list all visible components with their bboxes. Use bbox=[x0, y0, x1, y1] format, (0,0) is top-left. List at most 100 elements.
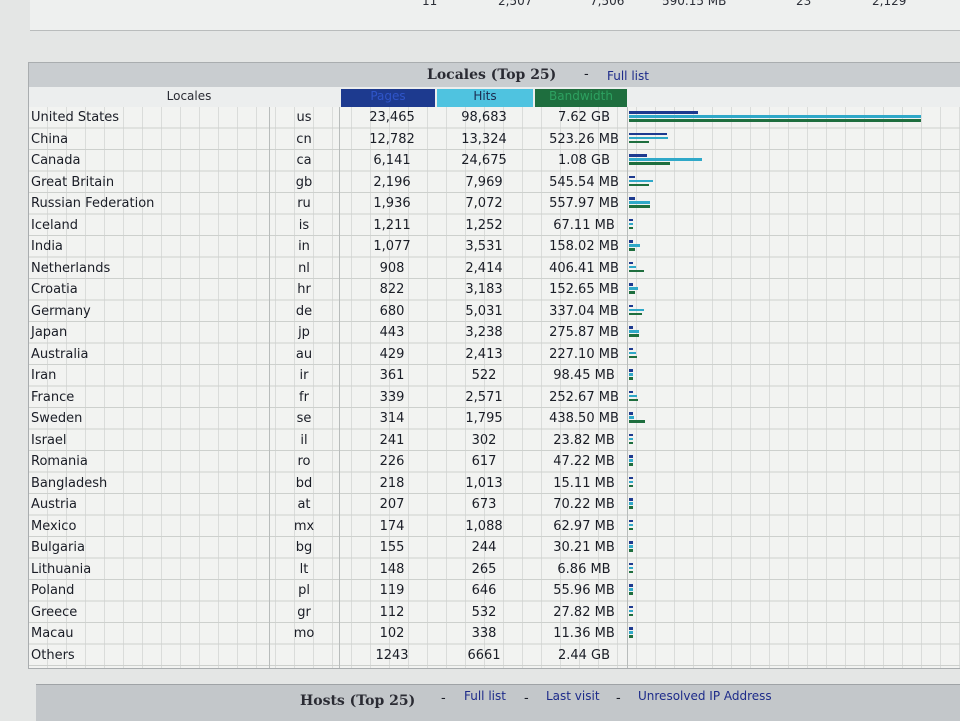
pages-bar bbox=[629, 154, 648, 157]
pages-bar bbox=[629, 175, 636, 179]
cell-locale: Japan bbox=[31, 325, 68, 340]
cell-pages: 155 bbox=[379, 540, 405, 555]
pages-bar bbox=[629, 240, 633, 243]
cell-locale: Mexico bbox=[31, 518, 77, 534]
locales-header-row: Locales Pages Hits Bandwidth bbox=[29, 87, 960, 107]
hits-bar bbox=[629, 287, 639, 290]
hosts-unresolved-ip-link[interactable]: Unresolved IP Address bbox=[638, 689, 772, 703]
header-pages: Pages bbox=[341, 89, 435, 107]
table-row: France fr 339 2,571 252.67 MB bbox=[29, 387, 960, 409]
locales-title: Locales (Top 25) bbox=[427, 67, 557, 83]
cell-hits: 3,531 bbox=[465, 239, 503, 254]
cell-pages: 12,782 bbox=[369, 131, 415, 147]
row-bars bbox=[629, 580, 959, 602]
cell-code: hr bbox=[297, 282, 311, 297]
hits-bar bbox=[629, 480, 633, 484]
hosts-last-visit-link[interactable]: Last visit bbox=[546, 689, 600, 703]
cell-code: bd bbox=[295, 475, 313, 491]
cell-pages: 207 bbox=[379, 497, 405, 512]
row-bars bbox=[629, 387, 959, 409]
cell-locale: Lithuania bbox=[31, 561, 92, 577]
cell-pages: 112 bbox=[379, 604, 405, 620]
locales-title-bar: Locales (Top 25) - Full list bbox=[29, 63, 960, 87]
top-value: 7,506 bbox=[590, 0, 625, 8]
cell-hits: 617 bbox=[471, 454, 497, 469]
bandwidth-bar bbox=[629, 291, 635, 294]
table-row: Australia au 429 2,413 227.10 MB bbox=[29, 344, 960, 366]
bandwidth-bar bbox=[629, 527, 633, 531]
table-row: Austria at 207 673 70.22 MB bbox=[29, 494, 960, 516]
pages-bar bbox=[629, 111, 699, 114]
cell-bandwidth: 523.26 MB bbox=[549, 131, 619, 147]
bandwidth-bar bbox=[629, 484, 633, 488]
cell-bandwidth: 1.08 GB bbox=[557, 153, 611, 168]
table-row: Russian Federation ru 1,936 7,072 557.97 MB bbox=[29, 193, 960, 215]
cell-locale: Great Britain bbox=[31, 174, 115, 190]
cell-code: in bbox=[298, 239, 310, 254]
cell-hits: 1,088 bbox=[465, 518, 503, 534]
cell-pages: 102 bbox=[379, 626, 405, 641]
cell-hits: 13,324 bbox=[461, 131, 507, 147]
cell-pages: 314 bbox=[379, 411, 405, 426]
cell-code: nl bbox=[298, 260, 310, 276]
hits-bar bbox=[629, 179, 653, 183]
bandwidth-bar bbox=[629, 269, 645, 273]
cell-locale: United States bbox=[31, 110, 120, 125]
table-row: Iceland is 1,211 1,252 67.11 MB bbox=[29, 215, 960, 237]
cell-locale: Bangladesh bbox=[31, 475, 108, 491]
cell-hits: 1,252 bbox=[465, 217, 503, 233]
hits-bar bbox=[629, 308, 644, 312]
bandwidth-bar bbox=[629, 398, 639, 402]
cell-code: gb bbox=[295, 174, 313, 190]
cell-bandwidth: 557.97 MB bbox=[549, 196, 619, 211]
pages-bar bbox=[629, 283, 633, 286]
hits-bar bbox=[629, 416, 635, 419]
top-value: 2,507 bbox=[498, 0, 533, 8]
cell-locale: Iran bbox=[31, 368, 57, 383]
table-row: Sweden se 314 1,795 438.50 MB bbox=[29, 408, 960, 430]
cell-code: jp bbox=[298, 325, 310, 340]
cell-bandwidth: 152.65 MB bbox=[549, 282, 619, 297]
cell-pages: 2,196 bbox=[373, 174, 411, 190]
row-bars bbox=[629, 430, 959, 452]
hosts-title: Hosts (Top 25) bbox=[300, 693, 416, 709]
cell-bandwidth: 158.02 MB bbox=[549, 239, 619, 254]
cell-code: ru bbox=[297, 196, 311, 211]
locales-panel: Locales (Top 25) - Full list Locales Pag… bbox=[28, 62, 960, 669]
hosts-full-list-link[interactable]: Full list bbox=[464, 689, 506, 703]
cell-code: de bbox=[295, 303, 313, 319]
cell-bandwidth: 406.41 MB bbox=[549, 260, 619, 276]
cell-locale: Sweden bbox=[31, 411, 83, 426]
table-row: Japan jp 443 3,238 275.87 MB bbox=[29, 322, 960, 344]
locales-table-body: United States us 23,465 98,683 7.62 GB China c… bbox=[29, 107, 960, 668]
cell-bandwidth: 227.10 MB bbox=[549, 346, 619, 362]
locales-full-list-link[interactable]: Full list bbox=[607, 69, 649, 83]
cell-locale: Israel bbox=[31, 432, 67, 448]
bandwidth-bar bbox=[629, 140, 649, 144]
pages-bar bbox=[629, 476, 633, 480]
cell-code: pl bbox=[298, 583, 310, 598]
table-row: China cn 12,782 13,324 523.26 MB bbox=[29, 129, 960, 151]
cell-bandwidth: 11.36 MB bbox=[553, 626, 615, 641]
cell-locale: Iceland bbox=[31, 217, 79, 233]
bandwidth-bar bbox=[629, 248, 635, 251]
hits-bar bbox=[629, 373, 633, 376]
pages-bar bbox=[629, 326, 633, 329]
table-row: Great Britain gb 2,196 7,969 545.54 MB bbox=[29, 172, 960, 194]
cell-locale: Austria bbox=[31, 497, 77, 512]
cell-hits: 5,031 bbox=[465, 303, 503, 319]
bandwidth-bar bbox=[629, 570, 633, 574]
table-row: Israel il 241 302 23.82 MB bbox=[29, 430, 960, 452]
table-row: Canada ca 6,141 24,675 1.08 GB bbox=[29, 150, 960, 172]
bandwidth-bar bbox=[629, 506, 633, 509]
top-value: 23 bbox=[796, 0, 812, 8]
cell-hits: 2,414 bbox=[465, 260, 503, 276]
cell-pages: 1,936 bbox=[373, 196, 411, 211]
cell-bandwidth: 67.11 MB bbox=[553, 217, 615, 233]
hits-bar bbox=[629, 158, 702, 161]
cell-code: ir bbox=[299, 368, 309, 383]
row-bars bbox=[629, 602, 959, 624]
pages-bar bbox=[629, 455, 633, 458]
cell-pages: 1,077 bbox=[373, 239, 411, 254]
hits-bar bbox=[629, 459, 633, 462]
